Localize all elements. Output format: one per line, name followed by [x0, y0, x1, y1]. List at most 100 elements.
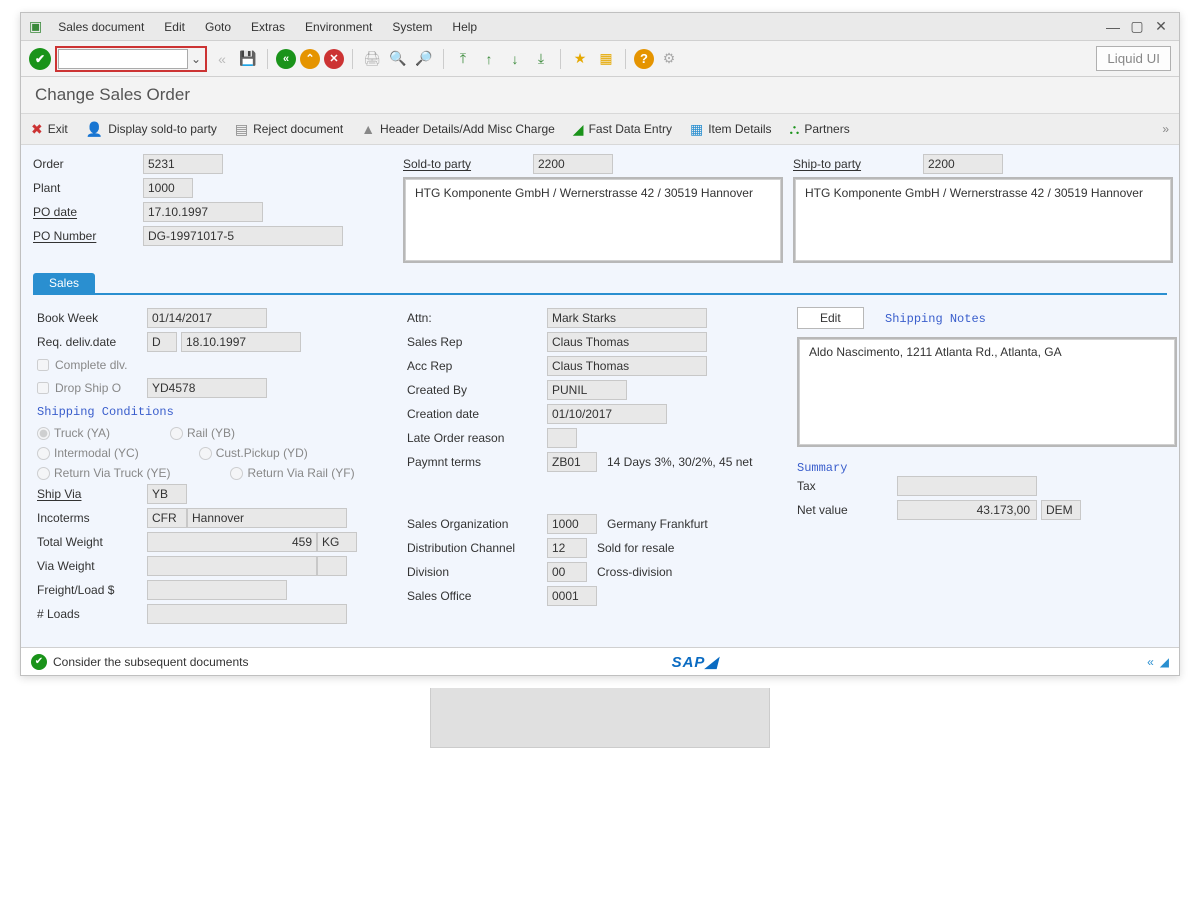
lateorder-input[interactable]	[547, 428, 577, 448]
cancel-icon[interactable]: ✕	[324, 49, 344, 69]
viaweight-unit[interactable]	[317, 556, 347, 576]
print-icon[interactable]: 🖨	[361, 48, 383, 70]
menu-help[interactable]: Help	[442, 17, 487, 37]
radio-custpickup[interactable]: Cust.Pickup (YD)	[199, 446, 308, 460]
back-icon[interactable]: «	[276, 49, 296, 69]
monitor-stand	[430, 688, 770, 748]
radio-intermodal[interactable]: Intermodal (YC)	[37, 446, 139, 460]
currency: DEM	[1041, 500, 1081, 520]
accrep-input[interactable]: Claus Thomas	[547, 356, 707, 376]
resize-grip-icon[interactable]: ◢	[1160, 655, 1169, 669]
item-details-button[interactable]: ▦Item Details	[690, 121, 772, 138]
payterms-desc: 14 Days 3%, 30/2%, 45 net	[607, 455, 752, 469]
shipping-notes-link[interactable]: Shipping Notes	[885, 312, 986, 326]
reqdate-input[interactable]: 18.10.1997	[181, 332, 301, 352]
tab-container: Sales Book Week01/14/2017 Req. deliv.dat…	[33, 273, 1167, 631]
radio-rail[interactable]: Rail (YB)	[170, 426, 235, 440]
attn-input[interactable]: Mark Starks	[547, 308, 707, 328]
toolbar: ✔ ⌄ « 💾 « ⌃ ✕ 🖨 🔍 🔎 ⤒ ↑ ↓ ⤓ ★ ▦ ? ⚙ Liqu…	[21, 41, 1179, 77]
more-actions-icon[interactable]: »	[1162, 122, 1169, 136]
salesrep-input[interactable]: Claus Thomas	[547, 332, 707, 352]
maximize-icon[interactable]: ▢	[1127, 18, 1147, 36]
ponum-label: PO Number	[33, 229, 143, 243]
command-input[interactable]	[58, 49, 188, 69]
radio-return-truck[interactable]: Return Via Truck (YE)	[37, 466, 170, 480]
loads-input[interactable]	[147, 604, 347, 624]
salesorg-label: Sales Organization	[407, 517, 547, 531]
incoterms-code[interactable]: CFR	[147, 508, 187, 528]
weight-unit[interactable]: KG	[317, 532, 357, 552]
shortcut-icon[interactable]: ▦	[595, 48, 617, 70]
division-input[interactable]: 00	[547, 562, 587, 582]
exit-button[interactable]: ✖Exit	[31, 121, 68, 138]
netvalue-input[interactable]: 43.173,00	[897, 500, 1037, 520]
shipping-notes-box[interactable]: Aldo Nascimento, 1211 Atlanta Rd., Atlan…	[797, 337, 1177, 447]
podate-input[interactable]: 17.10.1997	[143, 202, 263, 222]
creationdate-input[interactable]: 01/10/2017	[547, 404, 667, 424]
status-message: Consider the subsequent documents	[53, 655, 248, 669]
menu-environment[interactable]: Environment	[295, 17, 382, 37]
menu-goto[interactable]: Goto	[195, 17, 241, 37]
menu-system[interactable]: System	[382, 17, 442, 37]
command-dropdown-icon[interactable]: ⌄	[188, 52, 204, 66]
totalweight-label: Total Weight	[37, 535, 147, 549]
help-icon[interactable]: ?	[634, 49, 654, 69]
prev-page-icon[interactable]: ↑	[478, 48, 500, 70]
exit-icon[interactable]: ⌃	[300, 49, 320, 69]
totalweight-input[interactable]: 459	[147, 532, 317, 552]
close-icon[interactable]: ✕	[1151, 18, 1171, 36]
reject-doc-button[interactable]: ▤Reject document	[235, 121, 343, 138]
first-page-icon[interactable]: ⤒	[452, 48, 474, 70]
reqdate-code[interactable]: D	[147, 332, 177, 352]
edit-button[interactable]: Edit	[797, 307, 864, 329]
dropship-check[interactable]: Drop Ship O	[37, 378, 147, 398]
bookweek-input[interactable]: 01/14/2017	[147, 308, 267, 328]
ponum-input[interactable]: DG-19971017-5	[143, 226, 343, 246]
menu-edit[interactable]: Edit	[154, 17, 195, 37]
soldto-code[interactable]: 2200	[533, 154, 613, 174]
soldto-section: Sold-to party2200 HTG Komponente GmbH / …	[403, 153, 783, 263]
next-page-icon[interactable]: ↓	[504, 48, 526, 70]
collapse-icon[interactable]: «	[1147, 655, 1154, 669]
incoterms-text[interactable]: Hannover	[187, 508, 347, 528]
salesoffice-input[interactable]: 0001	[547, 586, 597, 606]
viaweight-input[interactable]	[147, 556, 317, 576]
settings-icon[interactable]: ⚙	[658, 48, 680, 70]
order-input[interactable]: 5231	[143, 154, 223, 174]
distchan-input[interactable]: 12	[547, 538, 587, 558]
order-fields: Order5231 Plant1000 PO date17.10.1997 PO…	[33, 153, 393, 249]
display-soldto-button[interactable]: 👤Display sold-to party	[86, 121, 217, 138]
payterms-code[interactable]: ZB01	[547, 452, 597, 472]
command-field-wrap: ⌄	[55, 46, 207, 72]
enter-icon[interactable]: ✔	[29, 48, 51, 70]
salesoffice-label: Sales Office	[407, 589, 547, 603]
save-icon[interactable]: 💾	[237, 48, 259, 70]
shipvia-input[interactable]: YB	[147, 484, 187, 504]
partners-button[interactable]: ⛬Partners	[790, 121, 850, 138]
division-desc: Cross-division	[597, 565, 672, 579]
dbl-chevron-left-icon[interactable]: «	[211, 48, 233, 70]
complete-dlv-check[interactable]: Complete dlv.	[37, 355, 397, 375]
tax-input[interactable]	[897, 476, 1037, 496]
last-page-icon[interactable]: ⤓	[530, 48, 552, 70]
salesorg-input[interactable]: 1000	[547, 514, 597, 534]
header-details-button[interactable]: ▲Header Details/Add Misc Charge	[361, 121, 555, 137]
fast-data-entry-button[interactable]: ◢Fast Data Entry	[573, 121, 672, 138]
freight-label: Freight/Load $	[37, 583, 147, 597]
minimize-icon[interactable]: —	[1103, 18, 1123, 36]
shipto-code[interactable]: 2200	[923, 154, 1003, 174]
menu-sales-document[interactable]: Sales document	[48, 17, 154, 37]
find-next-icon[interactable]: 🔎	[413, 48, 435, 70]
content-area: Order5231 Plant1000 PO date17.10.1997 PO…	[21, 145, 1179, 647]
plant-input[interactable]: 1000	[143, 178, 193, 198]
radio-truck[interactable]: Truck (YA)	[37, 426, 110, 440]
freight-input[interactable]	[147, 580, 287, 600]
radio-return-rail[interactable]: Return Via Rail (YF)	[230, 466, 354, 480]
menu-extras[interactable]: Extras	[241, 17, 295, 37]
dropship-input[interactable]: YD4578	[147, 378, 267, 398]
createdby-input[interactable]: PUNIL	[547, 380, 627, 400]
tab-sales[interactable]: Sales	[33, 273, 95, 293]
find-icon[interactable]: 🔍	[387, 48, 409, 70]
new-session-icon[interactable]: ★	[569, 48, 591, 70]
liquid-ui-button[interactable]: Liquid UI	[1096, 46, 1171, 71]
